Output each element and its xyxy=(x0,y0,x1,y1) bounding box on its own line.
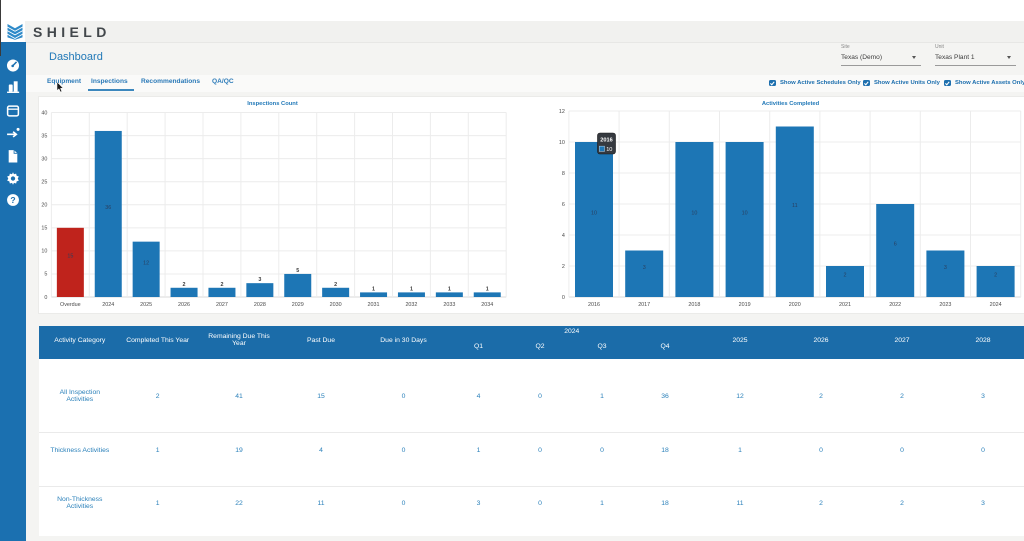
svg-text:4: 4 xyxy=(562,233,565,239)
svg-text:2020: 2020 xyxy=(789,302,801,308)
svg-text:10: 10 xyxy=(591,211,597,217)
svg-text:5: 5 xyxy=(296,268,299,274)
svg-text:2022: 2022 xyxy=(889,302,901,308)
svg-text:2016: 2016 xyxy=(600,138,612,144)
svg-text:10: 10 xyxy=(606,147,612,153)
svg-text:2017: 2017 xyxy=(638,302,650,308)
svg-text:2023: 2023 xyxy=(939,302,951,308)
svg-text:2025: 2025 xyxy=(140,302,152,308)
svg-text:3: 3 xyxy=(643,265,646,271)
svg-text:2: 2 xyxy=(183,282,186,288)
svg-text:5: 5 xyxy=(44,272,47,278)
svg-text:3: 3 xyxy=(258,277,261,283)
svg-text:6: 6 xyxy=(894,242,897,248)
svg-text:2027: 2027 xyxy=(216,302,228,308)
svg-text:2021: 2021 xyxy=(839,302,851,308)
svg-text:36: 36 xyxy=(105,205,111,211)
svg-text:2: 2 xyxy=(334,282,337,288)
svg-text:2024: 2024 xyxy=(102,302,114,308)
svg-text:6: 6 xyxy=(562,202,565,208)
svg-text:11: 11 xyxy=(792,203,798,209)
svg-text:2: 2 xyxy=(994,273,997,279)
svg-text:20: 20 xyxy=(41,203,47,209)
svg-text:?: ? xyxy=(10,195,15,205)
svg-text:1: 1 xyxy=(372,286,375,292)
svg-text:10: 10 xyxy=(41,249,47,255)
svg-text:25: 25 xyxy=(41,179,47,185)
svg-text:2026: 2026 xyxy=(178,302,190,308)
svg-text:0: 0 xyxy=(562,295,565,301)
svg-text:2034: 2034 xyxy=(481,302,493,308)
svg-text:8: 8 xyxy=(562,171,565,177)
svg-text:2030: 2030 xyxy=(330,302,342,308)
svg-text:Inspections Count: Inspections Count xyxy=(247,101,298,107)
svg-text:10: 10 xyxy=(691,211,697,217)
svg-text:2018: 2018 xyxy=(688,302,700,308)
svg-text:1: 1 xyxy=(410,286,413,292)
svg-text:2024: 2024 xyxy=(990,302,1002,308)
svg-text:30: 30 xyxy=(41,156,47,162)
svg-text:2: 2 xyxy=(562,264,565,270)
svg-text:10: 10 xyxy=(742,211,748,217)
svg-text:0: 0 xyxy=(44,295,47,301)
svg-text:1: 1 xyxy=(486,286,489,292)
svg-text:2032: 2032 xyxy=(405,302,417,308)
svg-text:1: 1 xyxy=(448,286,451,292)
svg-text:40: 40 xyxy=(41,110,47,116)
svg-text:2029: 2029 xyxy=(292,302,304,308)
svg-text:12: 12 xyxy=(143,260,149,266)
svg-text:2031: 2031 xyxy=(368,302,380,308)
svg-text:2: 2 xyxy=(844,273,847,279)
svg-text:15: 15 xyxy=(67,253,73,259)
svg-text:35: 35 xyxy=(41,133,47,139)
svg-text:3: 3 xyxy=(944,265,947,271)
svg-text:2016: 2016 xyxy=(588,302,600,308)
svg-text:15: 15 xyxy=(41,226,47,232)
svg-text:2028: 2028 xyxy=(254,302,266,308)
svg-text:Overdue: Overdue xyxy=(60,302,81,308)
svg-text:2: 2 xyxy=(220,282,223,288)
svg-text:12: 12 xyxy=(559,109,565,115)
svg-text:2033: 2033 xyxy=(443,302,455,308)
svg-text:2019: 2019 xyxy=(739,302,751,308)
svg-text:Activities Completed: Activities Completed xyxy=(762,101,820,107)
svg-text:10: 10 xyxy=(559,140,565,146)
